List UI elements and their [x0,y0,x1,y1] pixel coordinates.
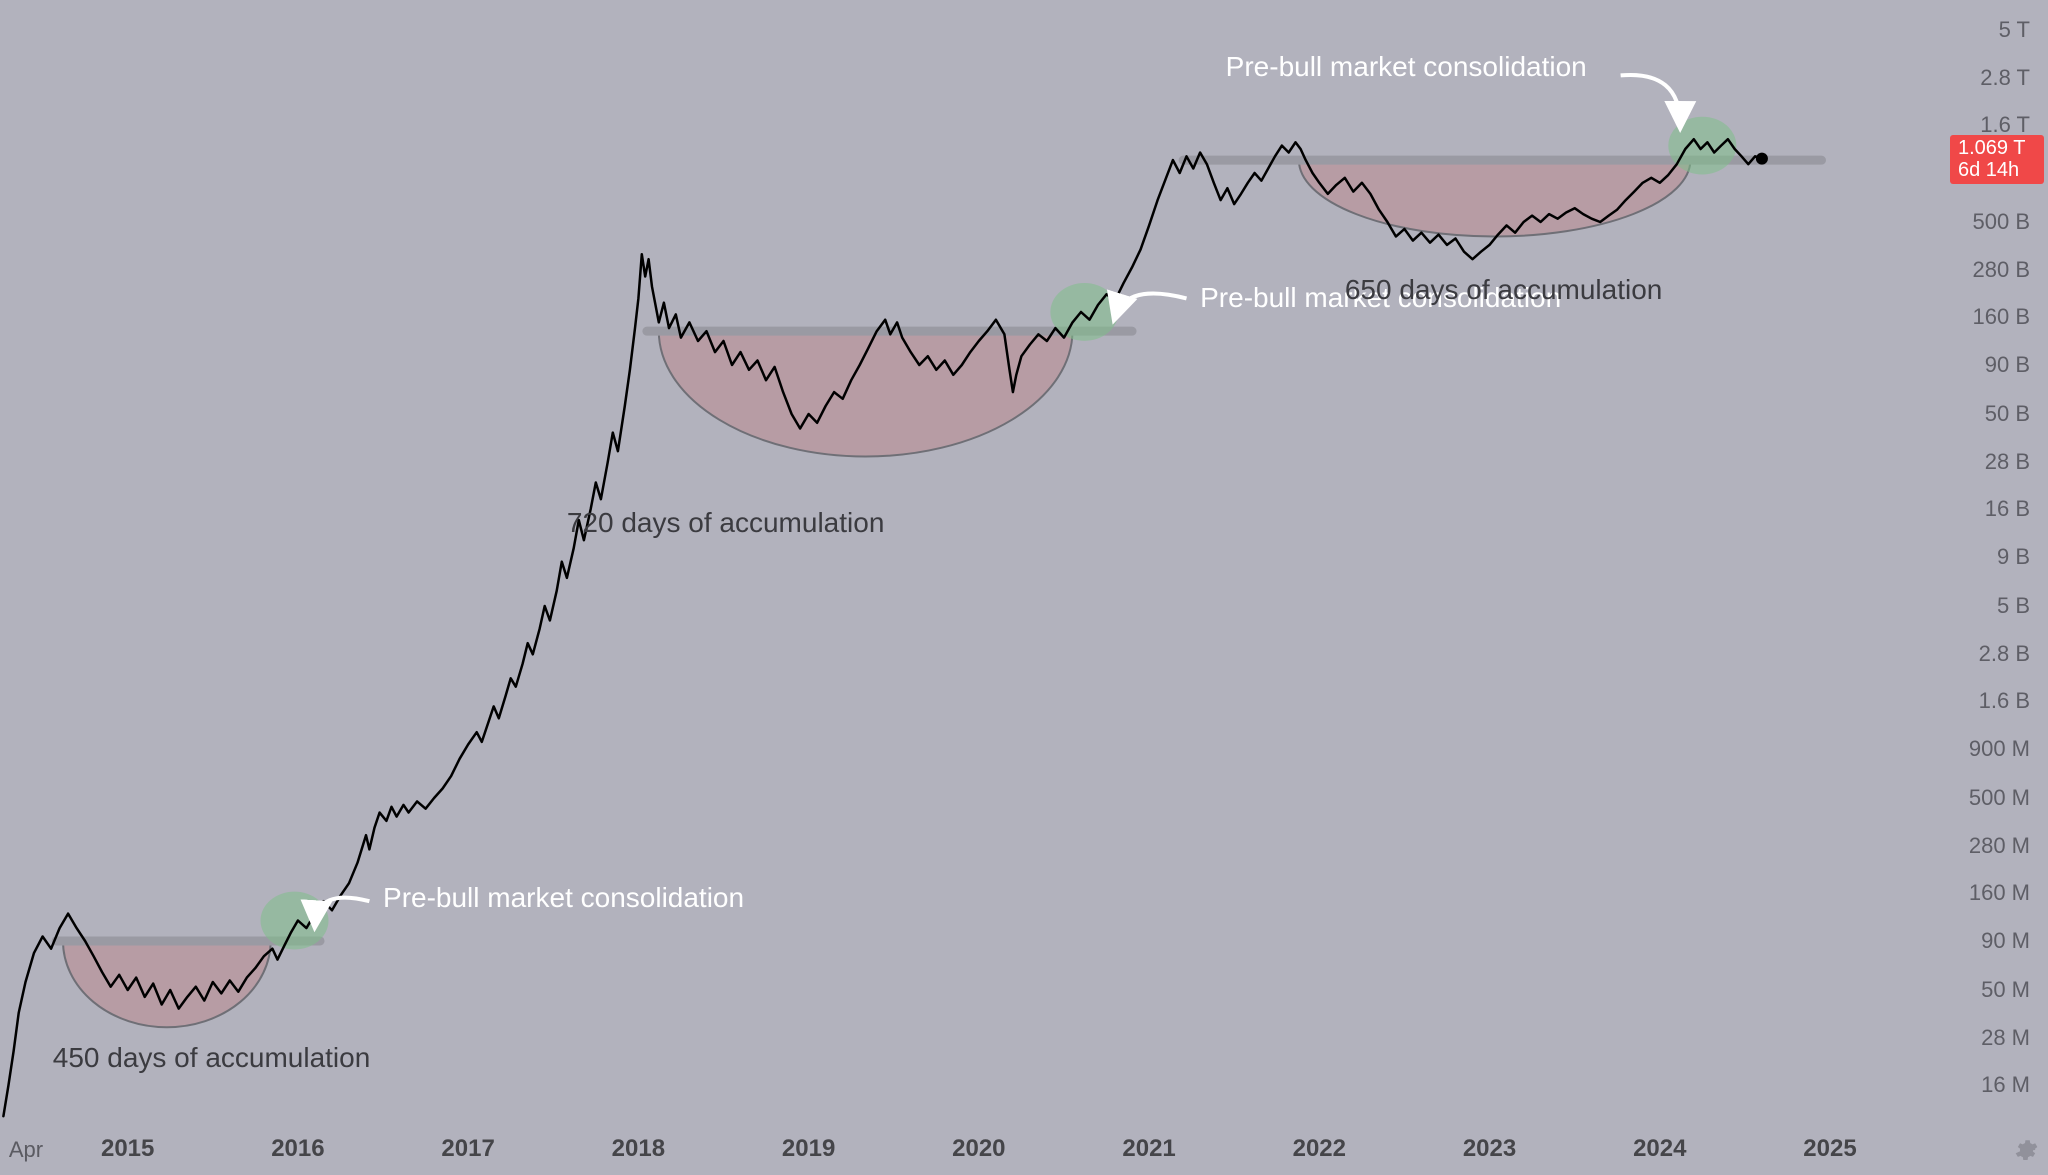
x-tick-label: 2025 [1803,1135,1856,1163]
y-tick-label: 500 B [1973,209,2031,235]
y-tick-label: 2.8 T [1980,65,2030,91]
x-tick-label: 2015 [101,1135,154,1163]
y-tick-label: 900 M [1969,736,2030,762]
x-tick-label: 2020 [952,1135,1005,1163]
annotation-accumulation-2: 720 days of accumulation [567,507,885,539]
y-tick-label: 28 B [1985,449,2030,475]
annotation-accumulation-3: 650 days of accumulation [1345,274,1663,306]
y-tick-label: 280 M [1969,833,2030,859]
y-tick-label: 5 B [1997,593,2030,619]
y-tick-label: 160 M [1969,880,2030,906]
x-tick-label: 2016 [271,1135,324,1163]
y-tick-label: 90 M [1981,928,2030,954]
x-tick-label: 2018 [612,1135,665,1163]
y-tick-label: 5 T [1999,17,2030,43]
y-tick-label: 280 B [1973,257,2031,283]
price-marker-time: 6d 14h [1958,159,2036,181]
y-tick-label: 160 B [1973,304,2031,330]
y-tick-label: 28 M [1981,1025,2030,1051]
gear-icon[interactable] [2012,1137,2038,1163]
x-tick-label: 2022 [1293,1135,1346,1163]
annotation-accumulation-1: 450 days of accumulation [53,1042,371,1074]
x-tick-label: 2024 [1633,1135,1686,1163]
y-tick-label: 500 M [1969,785,2030,811]
x-tick-label: 2017 [441,1135,494,1163]
price-marker-value: 1.069 T [1958,137,2036,159]
y-tick-label: 50 B [1985,401,2030,427]
x-tick-label: 2019 [782,1135,835,1163]
x-tick-label: 2023 [1463,1135,1516,1163]
y-tick-label: 1.6 B [1979,688,2030,714]
y-tick-label: 16 M [1981,1072,2030,1098]
y-tick-label: 2.8 B [1979,641,2030,667]
price-chart[interactable]: 1.069 T 6d 14h 450 days of accumulation … [0,0,2048,1175]
x-tick-label: Apr [9,1137,43,1163]
y-tick-label: 90 B [1985,352,2030,378]
x-tick-label: 2021 [1122,1135,1175,1163]
y-tick-label: 16 B [1985,496,2030,522]
chart-svg [0,0,2048,1175]
price-marker: 1.069 T 6d 14h [1950,135,2044,185]
y-tick-label: 50 M [1981,977,2030,1003]
y-tick-label: 9 B [1997,544,2030,570]
annotation-consolidation-1: Pre-bull market consolidation [383,882,744,914]
y-tick-label: 1.6 T [1980,112,2030,138]
annotation-consolidation-3: Pre-bull market consolidation [1226,51,1587,83]
